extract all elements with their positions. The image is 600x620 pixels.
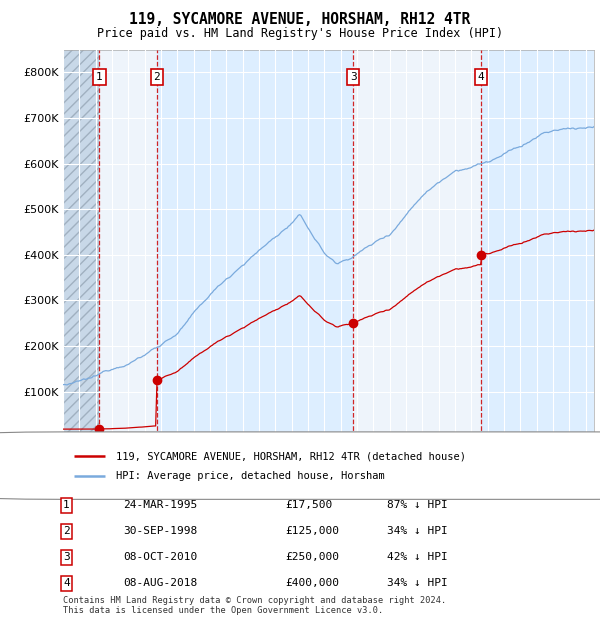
Text: 34% ↓ HPI: 34% ↓ HPI bbox=[387, 526, 448, 536]
Text: 1: 1 bbox=[96, 72, 103, 82]
Bar bbox=[353, 50, 481, 437]
Text: 30-SEP-1998: 30-SEP-1998 bbox=[123, 526, 197, 536]
Bar bbox=[63, 50, 100, 437]
Text: 119, SYCAMORE AVENUE, HORSHAM, RH12 4TR: 119, SYCAMORE AVENUE, HORSHAM, RH12 4TR bbox=[130, 12, 470, 27]
Text: £250,000: £250,000 bbox=[285, 552, 339, 562]
Text: 34% ↓ HPI: 34% ↓ HPI bbox=[387, 578, 448, 588]
Text: 2: 2 bbox=[154, 72, 160, 82]
FancyBboxPatch shape bbox=[0, 432, 600, 499]
Text: 4: 4 bbox=[63, 578, 70, 588]
Text: £125,000: £125,000 bbox=[285, 526, 339, 536]
Text: 42% ↓ HPI: 42% ↓ HPI bbox=[387, 552, 448, 562]
Text: 1: 1 bbox=[63, 500, 70, 510]
Text: 3: 3 bbox=[350, 72, 357, 82]
Text: 119, SYCAMORE AVENUE, HORSHAM, RH12 4TR (detached house): 119, SYCAMORE AVENUE, HORSHAM, RH12 4TR … bbox=[116, 451, 466, 461]
Text: 2: 2 bbox=[63, 526, 70, 536]
Text: HPI: Average price, detached house, Horsham: HPI: Average price, detached house, Hors… bbox=[116, 471, 385, 481]
Text: 08-AUG-2018: 08-AUG-2018 bbox=[123, 578, 197, 588]
Text: £400,000: £400,000 bbox=[285, 578, 339, 588]
Text: Price paid vs. HM Land Registry's House Price Index (HPI): Price paid vs. HM Land Registry's House … bbox=[97, 27, 503, 40]
Text: 3: 3 bbox=[63, 552, 70, 562]
Text: £17,500: £17,500 bbox=[285, 500, 332, 510]
Text: 08-OCT-2010: 08-OCT-2010 bbox=[123, 552, 197, 562]
Bar bbox=[481, 50, 594, 437]
Text: 24-MAR-1995: 24-MAR-1995 bbox=[123, 500, 197, 510]
Bar bbox=[63, 50, 100, 437]
Text: 87% ↓ HPI: 87% ↓ HPI bbox=[387, 500, 448, 510]
Text: 4: 4 bbox=[478, 72, 485, 82]
Bar bbox=[100, 50, 157, 437]
Text: Contains HM Land Registry data © Crown copyright and database right 2024.
This d: Contains HM Land Registry data © Crown c… bbox=[63, 596, 446, 615]
Bar bbox=[157, 50, 353, 437]
